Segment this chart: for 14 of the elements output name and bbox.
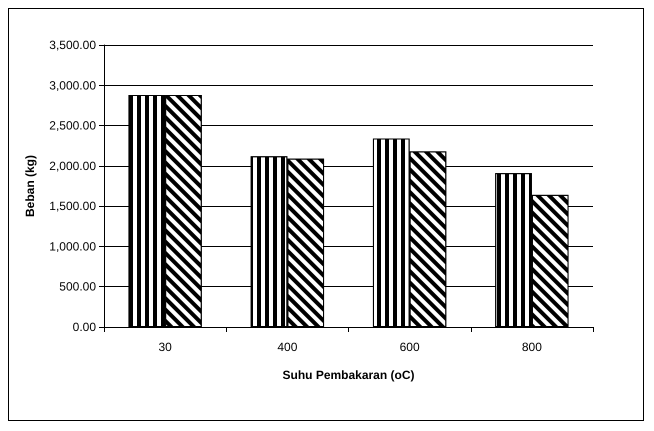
x-tick-label: 400 bbox=[277, 340, 298, 354]
x-tick-label: 800 bbox=[522, 340, 542, 354]
y-axis-title: Beban (kg) bbox=[23, 154, 37, 218]
y-tick-label: 2,500.00 bbox=[49, 118, 96, 133]
x-tick-label: 600 bbox=[400, 340, 420, 354]
x-tick-label: 30 bbox=[158, 340, 172, 354]
x-axis-title: Suhu Pembakaran (oC) bbox=[282, 368, 415, 382]
y-tick-label: 2,000.00 bbox=[49, 158, 96, 173]
y-tick-label: 3,000.00 bbox=[49, 78, 96, 92]
y-tick-label: 3,500.00 bbox=[49, 38, 96, 52]
y-tick-label: 0.00 bbox=[72, 320, 96, 334]
y-tick-label: 1,500.00 bbox=[49, 199, 96, 214]
y-tick-label: 500.00 bbox=[59, 280, 96, 294]
y-tick-label: 1,000.00 bbox=[49, 239, 96, 254]
